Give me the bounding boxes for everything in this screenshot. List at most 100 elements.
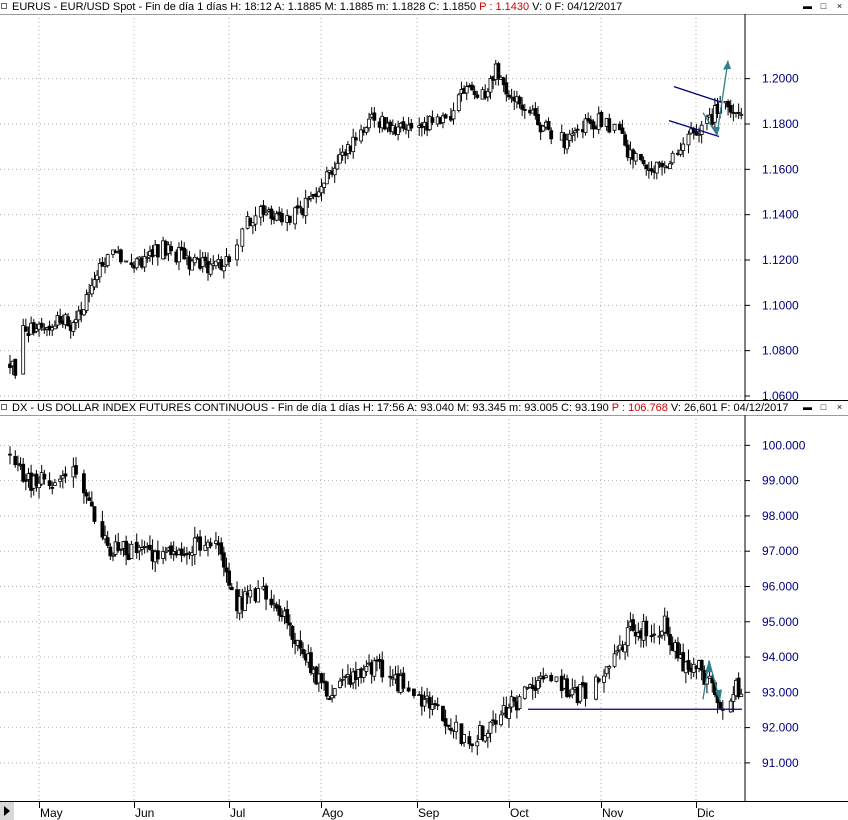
arrowhead-down	[712, 126, 720, 135]
candle-down	[219, 259, 224, 270]
candle-up	[303, 197, 308, 217]
y-tick-label: 1.0600	[762, 389, 799, 400]
candle-up	[464, 86, 469, 94]
candle-down	[441, 705, 445, 722]
stats: H: 17:56 A: 93.040 M: 93.345 m: 93.005 C…	[359, 402, 612, 414]
candle-up	[253, 215, 258, 225]
candle-up	[21, 325, 26, 375]
candle-down	[92, 506, 97, 522]
candle-down	[409, 122, 414, 129]
candle-up	[243, 591, 247, 611]
candle-down	[644, 620, 649, 637]
candle-down	[301, 649, 305, 655]
candle-up	[612, 653, 617, 667]
candle-up	[522, 686, 527, 699]
candle-up	[488, 721, 493, 734]
candle-up	[214, 260, 218, 267]
candle-down	[23, 479, 28, 482]
candle-down	[668, 634, 672, 646]
candle-down	[459, 723, 464, 744]
panel-marker-icon	[1, 3, 7, 9]
candle-up	[340, 678, 345, 681]
candle-down	[641, 159, 646, 165]
candle-up	[111, 554, 115, 557]
candle-up	[681, 143, 686, 151]
close-button[interactable]: ×	[836, 402, 843, 412]
candle-down	[248, 217, 253, 227]
candle-up	[454, 721, 459, 733]
candle-up	[322, 182, 327, 188]
candle-up	[351, 136, 356, 153]
candle-up	[330, 695, 334, 699]
candle-down	[155, 244, 160, 258]
candle-down	[694, 131, 699, 136]
candle-up	[163, 550, 168, 553]
candle-down	[169, 545, 173, 556]
maximize-button[interactable]: □	[820, 402, 827, 412]
minimize-button[interactable]: ▬	[803, 1, 812, 11]
candle-down	[179, 548, 184, 556]
candle-up	[190, 260, 195, 271]
projection-arrow	[702, 660, 721, 702]
candle-up	[319, 185, 324, 194]
y-tick-label: 1.2000	[762, 72, 799, 86]
dx-chart[interactable]: 100.000 99.000 98.000 97.000 96.000 95.000 94.…	[0, 415, 848, 801]
candle-down	[520, 104, 525, 110]
y-tick-label: 1.1600	[762, 162, 799, 176]
candle-down	[504, 82, 509, 95]
candle-down	[269, 598, 274, 606]
candle-down	[435, 704, 440, 707]
candle-down	[82, 473, 86, 494]
description: - EUR/USD Spot - Fin de día 1 días	[50, 1, 228, 13]
candle-down	[13, 456, 18, 466]
x-tick-label: May	[40, 806, 63, 820]
description: - US DOLLAR INDEX FUTURES CONTINUOUS - F…	[27, 402, 360, 414]
candle-down	[467, 736, 472, 745]
candle-up	[95, 274, 100, 281]
candle-up	[34, 328, 39, 332]
candle-up	[124, 260, 129, 263]
candle-down	[388, 675, 393, 678]
candle-down	[100, 521, 105, 538]
candle-down	[58, 315, 63, 323]
y-tick-label: 1.1400	[762, 208, 799, 222]
candle-down	[686, 660, 691, 670]
candle-up	[728, 700, 733, 713]
candle-down	[575, 128, 580, 131]
candle-up	[396, 126, 400, 135]
x-tick-label: Dic	[697, 806, 715, 820]
candle-down	[567, 694, 572, 697]
candle-up	[364, 127, 369, 133]
candle-down	[599, 111, 604, 127]
candle-down	[227, 256, 232, 263]
candle-down	[155, 550, 160, 560]
scroll-left-button[interactable]	[0, 802, 14, 820]
candle-down	[219, 542, 224, 555]
candle-down	[198, 536, 202, 551]
candle-down	[324, 681, 329, 697]
candle-up	[208, 263, 213, 275]
candle-down	[427, 697, 432, 709]
dx-panel: DX - US DOLLAR INDEX FUTURES CONTINUOUS …	[0, 400, 848, 802]
candle-down	[182, 247, 187, 260]
candle-down	[443, 718, 448, 727]
candle-down	[261, 205, 266, 215]
candle-down	[676, 642, 680, 659]
close-button[interactable]: ×	[836, 1, 843, 11]
candle-up	[264, 212, 268, 216]
candle-up	[554, 676, 559, 682]
candle-up	[583, 118, 588, 133]
candle-up	[475, 741, 480, 747]
candle-up	[483, 735, 488, 742]
maximize-button[interactable]: □	[820, 1, 827, 11]
candle-down	[565, 678, 569, 697]
eurusd-chart[interactable]: 1.2000 1.1800 1.1600 1.1400 1.1200 1.1000 1.08…	[0, 14, 848, 400]
candle-down	[718, 702, 723, 709]
x-tick	[134, 802, 135, 808]
candle-up	[37, 482, 41, 489]
candle-down	[596, 678, 601, 682]
candle-down	[42, 473, 47, 480]
minimize-button[interactable]: ▬	[803, 402, 812, 412]
candle-down	[280, 213, 284, 223]
candle-up	[485, 732, 490, 738]
